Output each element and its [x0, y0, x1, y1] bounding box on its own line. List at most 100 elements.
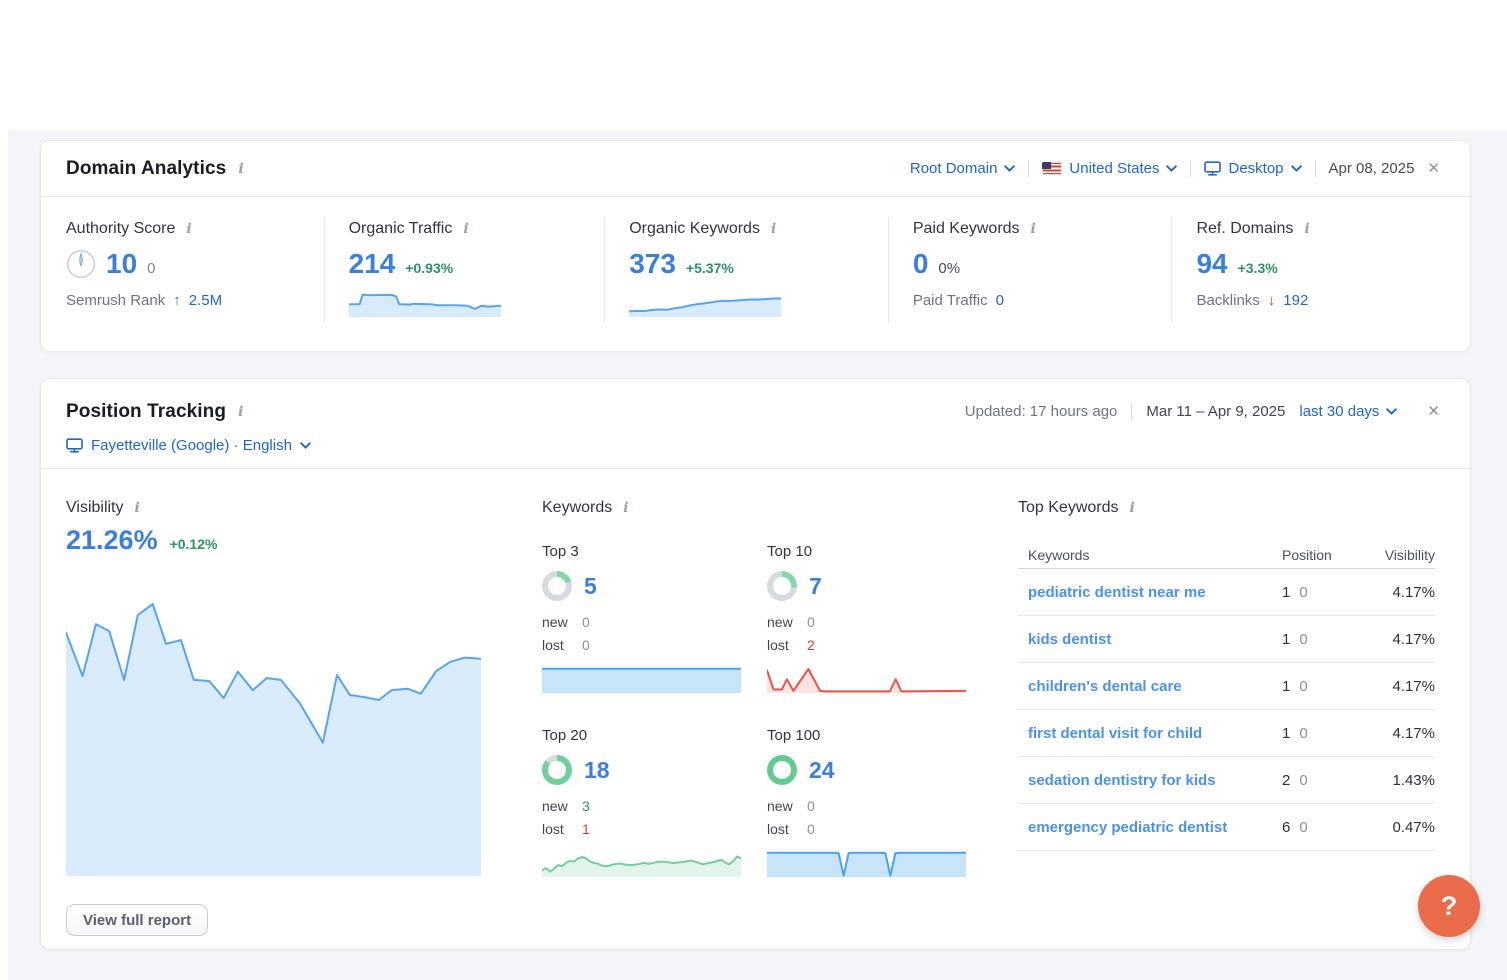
device-dropdown-label: Desktop	[1228, 160, 1284, 177]
metric-ref-domains: Ref. Domains i 94 +3.3% Backlinks ↓ 192	[1171, 211, 1470, 323]
divider	[1190, 160, 1192, 177]
info-icon[interactable]: i	[238, 404, 244, 420]
semrush-rank-value[interactable]: 2.5M	[188, 292, 223, 309]
keyword-link[interactable]: first dental visit for child	[1028, 724, 1203, 742]
view-full-report-button[interactable]: View full report	[66, 904, 209, 936]
new-value: 0	[582, 614, 590, 630]
table-body: pediatric dentist near me 1 0 4.17% kids den…	[1018, 569, 1435, 851]
table-row: sedation dentistry for kids 2 0 1.43%	[1018, 757, 1435, 804]
paid-keywords-delta: 0%	[938, 260, 961, 277]
country-dropdown[interactable]: United States	[1042, 160, 1178, 177]
info-icon[interactable]: i	[463, 221, 469, 237]
lost-label: lost	[767, 821, 789, 837]
campaign-label: Fayetteville (Google) · English	[91, 437, 292, 454]
info-icon[interactable]: i	[238, 160, 244, 177]
paid-traffic-value[interactable]: 0	[995, 292, 1004, 309]
top20-sparkline	[542, 850, 741, 877]
info-icon[interactable]: i	[623, 500, 629, 516]
top100-donut-chart	[767, 755, 797, 785]
lost-value: 2	[807, 637, 815, 653]
metric-authority-score: Authority Score i 10 0 Semrush Rank ↑ 2.…	[41, 211, 324, 317]
top100-sparkline	[767, 850, 966, 877]
us-flag-icon	[1042, 162, 1063, 175]
chevron-down-icon	[1004, 165, 1016, 172]
desktop-icon	[66, 438, 83, 453]
backlinks-value[interactable]: 192	[1283, 292, 1309, 309]
top3-sparkline	[542, 666, 741, 693]
country-dropdown-label: United States	[1069, 160, 1160, 177]
lost-value: 1	[582, 821, 590, 837]
range-dropdown-label: last 30 days	[1299, 403, 1380, 420]
help-button[interactable]: ?	[1418, 875, 1480, 937]
organic-traffic-delta: +0.93%	[405, 260, 454, 276]
range-dropdown[interactable]: last 30 days	[1299, 403, 1398, 420]
down-arrow-icon: ↓	[1267, 292, 1276, 309]
top20-donut-chart	[542, 755, 572, 785]
position-tracking-header: Position Tracking i Fayetteville (Google…	[41, 379, 1470, 469]
top100-count: 24	[809, 756, 835, 783]
keyword-link[interactable]: pediatric dentist near me	[1028, 583, 1206, 601]
position-tracking-card: Position Tracking i Fayetteville (Google…	[40, 378, 1471, 950]
visibility-delta: +0.12%	[169, 536, 218, 552]
keyword-link[interactable]: kids dentist	[1028, 630, 1112, 648]
campaign-selector[interactable]: Fayetteville (Google) · English	[66, 437, 1440, 454]
domain-analytics-controls: Root Domain United States Desktop Apr 08…	[910, 160, 1440, 177]
new-label: new	[767, 798, 793, 814]
info-icon[interactable]: i	[186, 221, 192, 237]
close-icon[interactable]: ✕	[1427, 403, 1440, 420]
info-icon[interactable]: i	[1030, 221, 1036, 237]
metric-label: Paid Keywords	[912, 220, 1020, 237]
keyword-link[interactable]: children's dental care	[1028, 677, 1182, 695]
visibility-label: Visibility	[66, 499, 124, 516]
new-label: new	[542, 798, 568, 814]
new-label: new	[767, 614, 793, 630]
keyword-link[interactable]: emergency pediatric dentist	[1028, 818, 1228, 836]
visibility-cell: 4.17%	[1392, 724, 1435, 742]
chevron-down-icon	[300, 442, 311, 449]
keyword-link[interactable]: sedation dentistry for kids	[1028, 771, 1216, 789]
ref-domains-delta: +3.3%	[1237, 260, 1278, 276]
keywords-top3-cell: Top 3 5 new 0 lost 0	[542, 543, 741, 693]
info-icon[interactable]: i	[1129, 500, 1135, 516]
metric-organic-keywords: Organic Keywords i 373 +5.37%	[604, 211, 888, 323]
scope-dropdown[interactable]: Root Domain	[910, 160, 1016, 177]
device-dropdown[interactable]: Desktop	[1204, 160, 1302, 177]
keywords-top20-cell: Top 20 18 new 3 lost 1	[542, 727, 741, 877]
top20-count: 18	[584, 756, 610, 783]
domain-analytics-header: Domain Analytics i Root Domain United St…	[41, 141, 1470, 197]
metric-label: Ref. Domains	[1196, 220, 1294, 237]
new-value: 0	[807, 798, 815, 814]
domain-analytics-title: Domain Analytics	[66, 157, 227, 179]
info-icon[interactable]: i	[1304, 221, 1310, 237]
lost-label: lost	[542, 637, 564, 653]
metric-organic-traffic: Organic Traffic i 214 +0.93%	[323, 211, 605, 323]
close-icon[interactable]: ✕	[1427, 160, 1440, 177]
paid-traffic-label: Paid Traffic	[912, 292, 988, 309]
info-icon[interactable]: i	[770, 221, 777, 237]
desktop-icon	[1204, 161, 1222, 176]
metrics-row: Authority Score i 10 0 Semrush Rank ↑ 2.…	[41, 197, 1470, 323]
divider	[1028, 160, 1030, 177]
new-value: 0	[807, 614, 815, 630]
paid-keywords-value: 0	[912, 248, 929, 279]
chevron-down-icon	[1386, 408, 1398, 415]
metric-label: Authority Score	[66, 220, 176, 237]
top10-sparkline	[767, 666, 966, 693]
visibility-area-chart[interactable]	[66, 601, 481, 876]
info-icon[interactable]: i	[134, 500, 140, 516]
organic-keywords-sparkline	[629, 289, 782, 317]
chevron-down-icon	[1166, 165, 1178, 172]
authority-score-change: 0	[147, 260, 156, 277]
divider	[1131, 403, 1133, 420]
date-selector[interactable]: Apr 08, 2025	[1328, 160, 1415, 177]
position-tracking-title: Position Tracking	[66, 401, 227, 422]
chevron-down-icon	[1290, 165, 1302, 172]
top10-count: 7	[809, 572, 822, 599]
